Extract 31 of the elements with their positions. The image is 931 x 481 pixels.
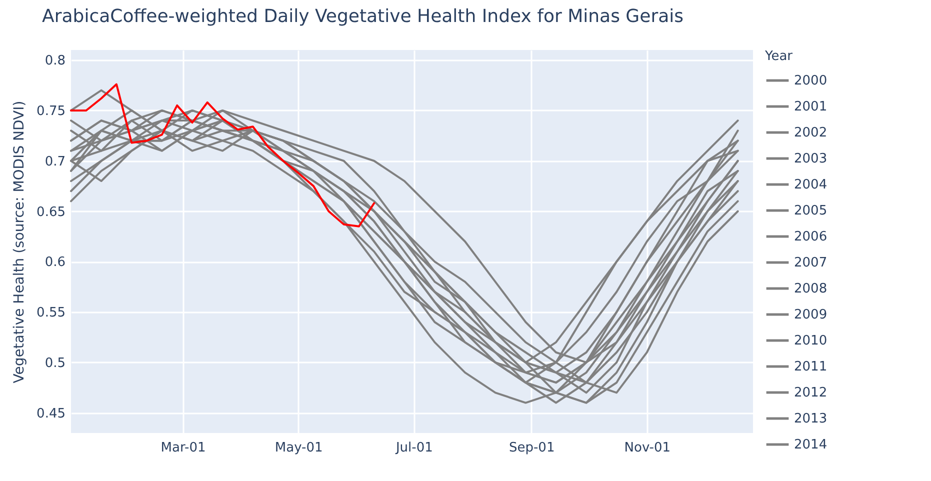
chart-title: ArabicaCoffee-weighted Daily Vegetative Health Index for Minas Gerais [42, 6, 684, 27]
legend-label: 2003 [794, 152, 828, 166]
y-tick-label: 0.65 [36, 204, 66, 220]
legend-label: 2006 [794, 230, 828, 244]
legend-label: 2013 [794, 412, 828, 426]
y-tick-label: 0.75 [36, 104, 66, 119]
x-tick-label: Sep-01 [508, 440, 555, 456]
x-tick-label: Nov-01 [624, 440, 671, 456]
legend-label: 2004 [794, 178, 828, 192]
legend-label: 2001 [794, 100, 828, 114]
legend-label: 2000 [794, 74, 828, 88]
legend-label: 2011 [794, 360, 828, 374]
x-tick-label: May-01 [274, 440, 323, 456]
y-tick-label: 0.5 [44, 356, 66, 371]
y-tick-label: 0.8 [44, 54, 66, 69]
y-tick-label: 0.6 [44, 255, 66, 270]
legend-label: 2007 [794, 256, 828, 270]
legend-label: 2002 [794, 126, 828, 140]
legend-label: 2005 [794, 204, 828, 218]
legend-label: 2014 [794, 438, 828, 452]
legend-title: Year [764, 49, 794, 64]
y-tick-label: 0.45 [36, 406, 66, 422]
x-tick-label: Jul-01 [394, 440, 433, 456]
legend-label: 2010 [794, 334, 828, 348]
y-tick-label: 0.55 [36, 306, 66, 321]
legend-label: 2012 [794, 386, 828, 400]
x-tick-label: Mar-01 [160, 440, 206, 456]
legend-label: 2009 [794, 308, 828, 322]
legend-label: 2008 [794, 282, 828, 296]
y-axis-title: Vegetative Health (source: MODIS NDVI) [12, 100, 28, 384]
y-tick-label: 0.7 [44, 154, 66, 170]
